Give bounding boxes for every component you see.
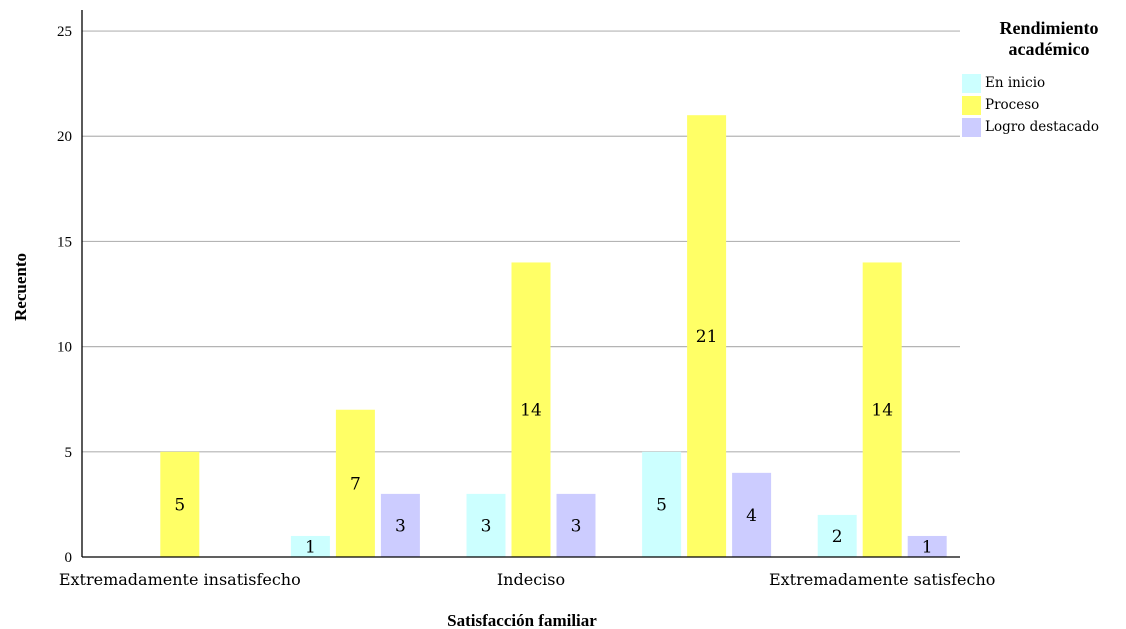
legend-item: Proceso <box>962 94 1122 116</box>
y-tick-label: 20 <box>57 129 72 145</box>
legend-label: Logro destacado <box>985 119 1100 135</box>
legend-swatch <box>962 73 981 93</box>
bar-data-label: 3 <box>395 516 406 536</box>
bar <box>466 493 506 557</box>
legend: Rendimiento académico En inicio Proceso Lo… <box>962 18 1122 138</box>
bar-data-label: 3 <box>571 516 582 536</box>
y-tick-label: 0 <box>65 550 73 566</box>
bar <box>687 115 727 557</box>
y-tick-label: 15 <box>57 234 72 250</box>
bar <box>380 493 420 557</box>
bar-data-label: 1 <box>305 537 316 557</box>
legend-label: En inicio <box>985 75 1046 91</box>
legend-title: Rendimiento académico <box>999 18 1099 59</box>
x-category-label: Extremadamente satisfecho <box>769 570 995 589</box>
bar-data-label: 5 <box>656 495 667 515</box>
bar-data-label: 14 <box>871 401 893 421</box>
x-category-label: Extremadamente insatisfecho <box>59 570 301 589</box>
legend-items: En inicio Proceso Logro destacado <box>962 72 1122 138</box>
bar <box>335 409 375 557</box>
bars <box>160 115 947 557</box>
x-category-label: Indeciso <box>497 570 565 589</box>
bar <box>907 535 947 557</box>
bar <box>817 514 857 557</box>
bar <box>732 472 772 557</box>
y-axis-ticks: 0 5 10 15 20 25 <box>57 24 72 566</box>
legend-item: Logro destacado <box>962 116 1122 138</box>
legend-label: Proceso <box>985 97 1040 113</box>
gridlines <box>82 30 960 453</box>
legend-swatch <box>962 95 981 115</box>
y-tick-label: 25 <box>57 24 72 40</box>
bar-data-label: 21 <box>696 327 718 347</box>
x-axis-title: Satisfacción familiar <box>447 611 597 629</box>
y-tick-label: 5 <box>65 445 73 461</box>
y-axis-title: Recuento <box>11 253 30 321</box>
legend-swatch <box>962 117 981 137</box>
bar <box>642 451 682 557</box>
bar <box>511 262 551 557</box>
bar-data-label: 14 <box>520 401 542 421</box>
legend-item: En inicio <box>962 72 1122 94</box>
bar-data-label: 5 <box>174 495 185 515</box>
bar-data-label: 7 <box>350 474 361 494</box>
bar <box>556 493 596 557</box>
y-tick-label: 10 <box>57 340 72 356</box>
bar-data-label: 2 <box>832 527 843 547</box>
bar <box>160 451 200 557</box>
bar-data-label: 3 <box>481 516 492 536</box>
bar <box>290 535 330 557</box>
bar-data-label: 1 <box>922 537 933 557</box>
bar-data-label: 4 <box>746 506 757 526</box>
x-axis-category-labels: Extremadamente insatisfecho Indeciso Extre… <box>59 570 996 589</box>
bar <box>862 262 902 557</box>
